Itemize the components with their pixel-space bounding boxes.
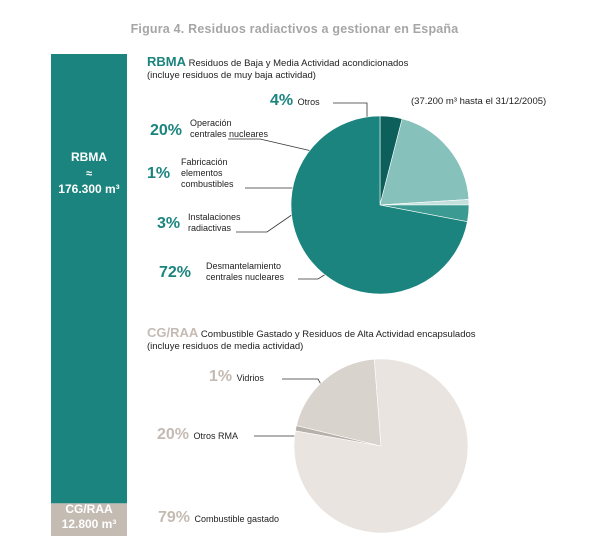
volume-bar: RBMA ≈ 176.300 m³ CG/RAA 12.800 m³ [51, 54, 127, 536]
rbma-heading: RBMA Residuos de Baja y Media Actividad … [147, 54, 409, 70]
pct-fabricacion: 1% [147, 165, 171, 182]
rbma-slice-desmantelamiento-centrales-nucleares [290, 115, 468, 295]
rbma-title: Residuos de Baja y Media Actividad acond… [188, 58, 409, 69]
rbma-subtitle: (incluye residuos de muy baja actividad) [147, 70, 316, 81]
bar-value-rbma: 176.300 m³ [58, 182, 120, 196]
cgraa-slice-combustible-gastado [293, 358, 469, 534]
label-otros-rma: 20% Otros RMA [157, 426, 238, 444]
text-desmantelamiento: Desmantelamiento centrales nucleares [206, 261, 284, 283]
pct-vidrios: 1% [209, 368, 233, 385]
cgraa-slice-otros-rma [296, 358, 382, 447]
volume-bar-svg [51, 54, 127, 536]
pct-otros-rma: 20% [157, 426, 190, 443]
rbma-acronym: RBMA [147, 54, 186, 69]
pct-instalaciones: 3% [157, 215, 181, 232]
bar-segment-rbma [51, 54, 127, 504]
text-otros: Otros [297, 97, 320, 107]
text-operacion-2: centrales nucleares [190, 129, 269, 139]
rbma-note: (37.200 m³ hasta el 31/12/2005) [411, 96, 547, 107]
text-desmantelamiento-1: Desmantelamiento [206, 261, 282, 271]
text-operacion-1: Operación [190, 118, 232, 128]
text-combustible: Combustible gastado [194, 514, 280, 524]
pct-desmantelamiento: 72% [159, 264, 192, 281]
bar-segment-cgraa [51, 503, 127, 536]
label-otros: 4% Otros [270, 92, 320, 110]
pct-combustible: 79% [158, 509, 191, 526]
figure-title: Figura 4. Residuos radiactivos a gestion… [130, 22, 459, 36]
text-instalaciones: Instalaciones radiactivas [188, 212, 241, 234]
text-otros-rma: Otros RMA [193, 431, 238, 441]
text-fabricacion: Fabricación elementos combustibles [181, 157, 234, 190]
bar-label-cgraa: CG/RAA [65, 502, 113, 516]
label-vidrios: 1% Vidrios [209, 368, 264, 386]
cgraa-subtitle: (incluye residuos de media actividad) [147, 341, 304, 352]
cgraa-acronym: CG/RAA [147, 325, 199, 340]
text-fabricacion-3: combustibles [181, 179, 234, 189]
text-fabricacion-1: Fabricación [181, 157, 228, 167]
bar-label-approx: ≈ [85, 168, 93, 180]
cgraa-title: Combustible Gastado y Residuos de Alta A… [200, 329, 476, 340]
text-vidrios: Vidrios [236, 373, 264, 383]
text-operacion: Operación centrales nucleares [190, 118, 268, 140]
pct-operacion: 20% [150, 122, 183, 139]
bar-label-rbma: RBMA [71, 150, 107, 164]
rbma-pie [290, 115, 470, 295]
bar-value-cgraa: 12.800 m³ [61, 517, 117, 531]
label-combustible: 79% Combustible gastado [158, 509, 279, 527]
cgraa-pie [293, 358, 469, 534]
text-instalaciones-2: radiactivas [188, 223, 232, 233]
leader-instalaciones [236, 211, 297, 233]
text-fabricacion-2: elementos [181, 168, 223, 178]
text-desmantelamiento-2: centrales nucleares [206, 272, 285, 282]
cgraa-heading: CG/RAA Combustible Gastado y Residuos de… [147, 325, 476, 341]
pct-otros: 4% [270, 92, 294, 109]
rbma-slice-operaci-n-centrales-nucleares [379, 118, 470, 206]
text-instalaciones-1: Instalaciones [188, 212, 241, 222]
